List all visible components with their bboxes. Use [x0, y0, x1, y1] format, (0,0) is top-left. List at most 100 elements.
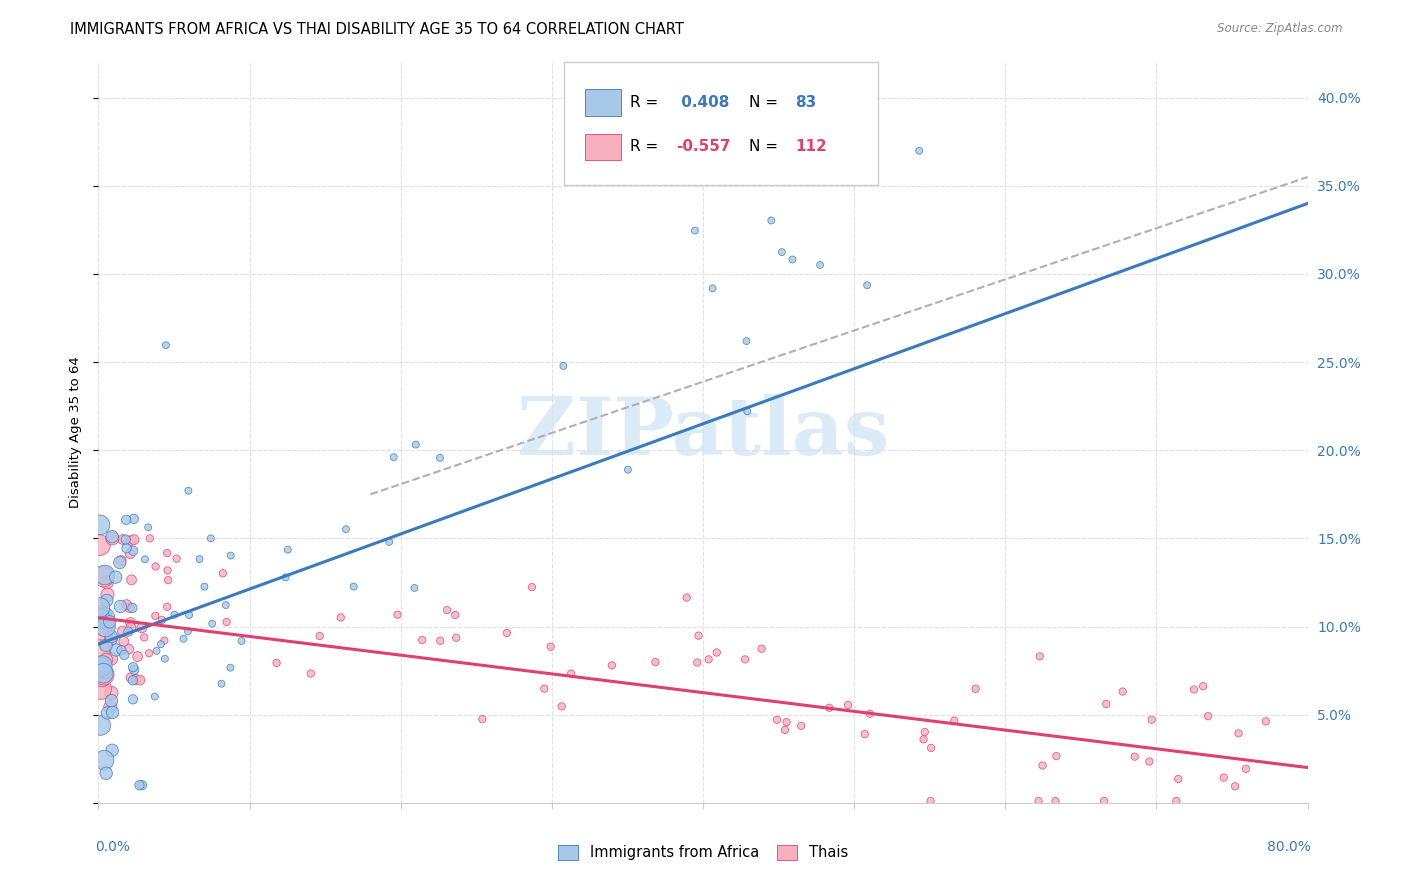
Point — [1111, 684, 1133, 698]
Point — [96, 616, 118, 631]
Point — [118, 642, 141, 657]
Point — [215, 598, 238, 612]
Point — [675, 591, 697, 605]
Point — [93, 667, 115, 681]
Point — [121, 573, 143, 587]
Text: R =: R = — [630, 139, 664, 154]
Point — [100, 686, 122, 700]
Point — [90, 670, 112, 684]
Point — [436, 603, 458, 617]
Point — [444, 631, 467, 645]
Point — [96, 706, 118, 720]
Point — [125, 673, 148, 687]
Point — [179, 607, 201, 622]
Point — [1092, 794, 1115, 808]
Point — [201, 616, 224, 631]
Point — [122, 543, 145, 558]
Point — [697, 652, 720, 666]
Point — [94, 665, 117, 680]
Point — [274, 570, 297, 584]
Point — [775, 715, 797, 730]
Point — [688, 629, 710, 643]
Text: Source: ZipAtlas.com: Source: ZipAtlas.com — [1218, 22, 1343, 36]
Point — [101, 706, 124, 720]
Point — [308, 629, 330, 643]
Point — [770, 245, 793, 260]
Point — [90, 718, 112, 732]
Point — [100, 630, 122, 644]
Point — [533, 681, 555, 696]
Point — [100, 651, 122, 665]
Point — [120, 533, 142, 548]
Point — [686, 656, 709, 670]
Point — [266, 656, 288, 670]
Point — [617, 463, 640, 477]
Point — [1167, 772, 1189, 786]
Point — [329, 610, 352, 624]
Point — [104, 570, 127, 584]
Point — [177, 483, 200, 498]
Y-axis label: Disability Age 35 to 64: Disability Age 35 to 64 — [69, 357, 83, 508]
Point — [818, 700, 841, 714]
Text: IMMIGRANTS FROM AFRICA VS THAI DISABILITY AGE 35 TO 64 CORRELATION CHART: IMMIGRANTS FROM AFRICA VS THAI DISABILIT… — [70, 22, 685, 37]
Point — [471, 712, 494, 726]
Point — [163, 607, 186, 622]
Point — [856, 278, 879, 293]
Point — [153, 633, 176, 648]
Point — [101, 532, 124, 546]
Point — [1254, 714, 1277, 729]
Point — [735, 334, 758, 348]
Point — [108, 556, 131, 570]
Point — [553, 359, 575, 373]
Point — [1227, 726, 1250, 740]
Point — [299, 666, 322, 681]
Point — [100, 632, 122, 646]
Point — [444, 607, 467, 622]
Point — [90, 610, 112, 624]
Point — [1028, 794, 1050, 808]
Point — [115, 541, 138, 556]
Point — [1197, 709, 1219, 723]
Point — [773, 723, 796, 737]
Point — [173, 632, 195, 646]
Point — [121, 601, 143, 615]
Point — [96, 588, 118, 602]
Point — [382, 450, 405, 465]
Point — [94, 568, 117, 582]
Point — [100, 694, 122, 708]
Point — [166, 551, 188, 566]
Point — [965, 681, 987, 696]
Text: N =: N = — [749, 95, 783, 110]
Point — [1192, 679, 1215, 693]
Point — [177, 624, 200, 639]
Point — [378, 535, 401, 549]
Point — [115, 513, 138, 527]
Point — [120, 671, 142, 685]
Point — [110, 599, 132, 614]
Point — [219, 660, 242, 674]
Point — [808, 258, 831, 272]
Point — [91, 618, 114, 632]
Point — [411, 632, 433, 647]
Point — [343, 580, 366, 594]
Point — [1137, 755, 1160, 769]
Point — [1028, 649, 1050, 664]
Point — [105, 643, 128, 657]
Point — [761, 213, 783, 227]
Point — [644, 655, 666, 669]
Point — [405, 437, 427, 451]
Point — [94, 620, 117, 634]
Point — [277, 542, 299, 557]
Point — [520, 580, 543, 594]
Point — [706, 646, 728, 660]
Point — [702, 281, 724, 295]
Point — [1095, 697, 1118, 711]
Point — [496, 626, 519, 640]
Point — [540, 640, 562, 654]
Point — [122, 660, 145, 674]
Point — [89, 600, 111, 615]
Point — [120, 547, 142, 561]
Point — [734, 652, 756, 666]
Text: 83: 83 — [794, 95, 815, 110]
Point — [115, 598, 138, 612]
